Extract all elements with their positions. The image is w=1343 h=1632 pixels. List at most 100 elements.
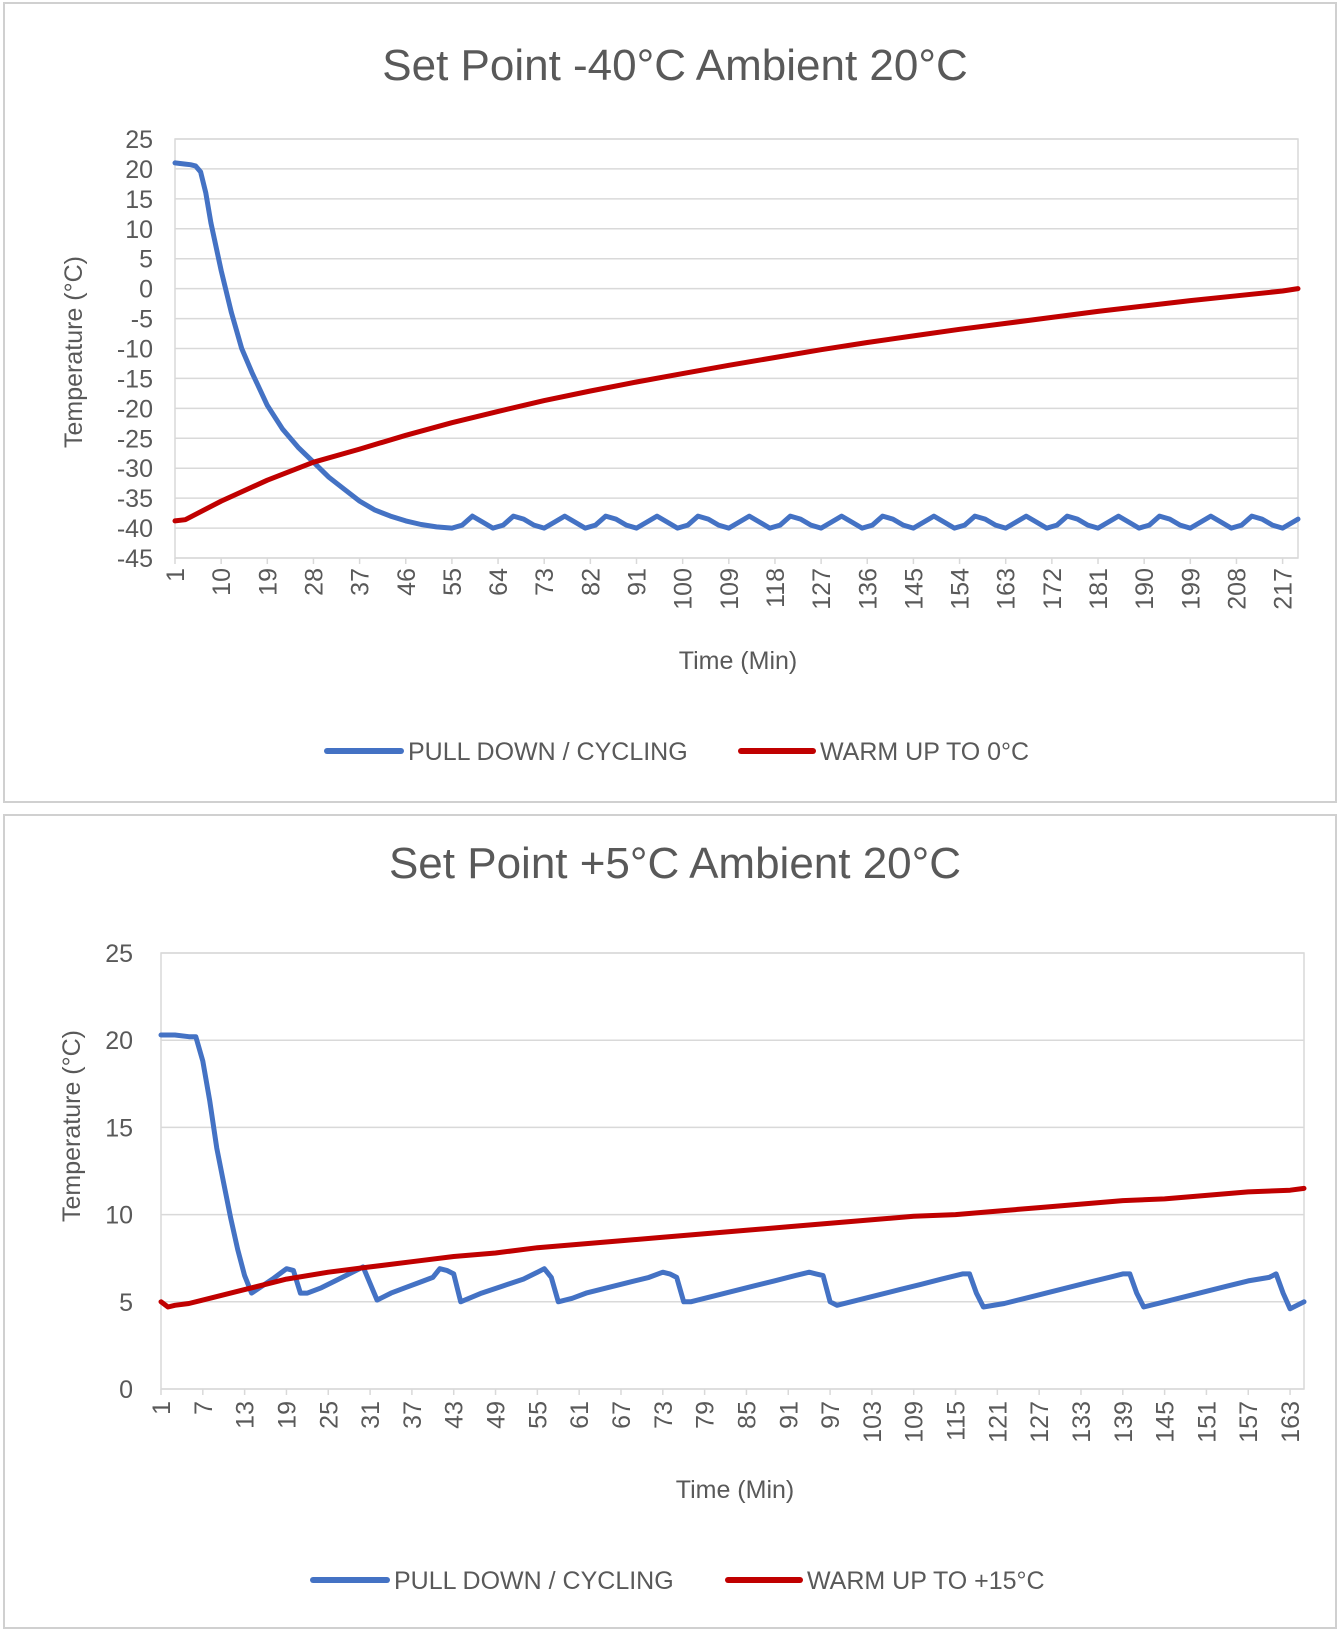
- x-tick-label: 46: [393, 568, 421, 596]
- x-tick-label: 49: [483, 1401, 511, 1429]
- legend-label-warm-up: WARM UP TO 0°C: [820, 738, 1029, 766]
- y-tick-label: -15: [117, 365, 153, 393]
- gridlines: [174, 138, 1299, 564]
- chart-panel-setpoint-minus40: Set Point -40°C Ambient 20°C 25 20 15 10 5 0-…: [3, 2, 1337, 803]
- x-tick-label: 97: [817, 1401, 845, 1429]
- x-tick-label: 109: [716, 568, 744, 610]
- x-tick-label: 19: [273, 1401, 301, 1429]
- x-tick-label: 163: [1277, 1401, 1305, 1443]
- x-tick-label: 136: [854, 568, 882, 610]
- legend: PULL DOWN / CYCLING WARM UP TO +15°C: [310, 1567, 1045, 1595]
- x-tick-label: 208: [1223, 568, 1251, 610]
- y-tick-label: 10: [125, 216, 153, 244]
- x-tick-label: 31: [357, 1401, 385, 1429]
- chart-title: Set Point -40°C Ambient 20°C: [382, 41, 968, 90]
- x-tick-label: 10: [208, 568, 236, 596]
- x-tick-label: 73: [531, 568, 559, 596]
- y-tick-labels: 25 20 15 10 5 0: [105, 940, 133, 1404]
- y-tick-label: -10: [117, 336, 153, 364]
- x-tick-label: 25: [315, 1401, 343, 1429]
- x-tick-label: 37: [399, 1401, 427, 1429]
- x-tick-label: 199: [1177, 568, 1205, 610]
- y-tick-label: 5: [119, 1289, 133, 1317]
- y-axis-title: Temperature (°C): [58, 1030, 86, 1222]
- y-tick-label: 25: [105, 940, 133, 968]
- x-tick-labels: 1 7 13 19 25 31 37 43 49 55 61 67 73 79 85 91 97 103 109 11…: [148, 1401, 1305, 1443]
- x-tick-label: 127: [1026, 1401, 1054, 1443]
- y-tick-label: -5: [131, 306, 153, 334]
- x-tick-label: 151: [1193, 1401, 1221, 1443]
- x-tick-label: 163: [993, 568, 1021, 610]
- x-tick-label: 145: [1152, 1401, 1180, 1443]
- series-lines: [172, 160, 1301, 531]
- series-lines: [158, 1032, 1307, 1312]
- y-tick-label: -45: [117, 545, 153, 573]
- x-tick-label: 154: [947, 568, 975, 610]
- y-axis-title: Temperature (°C): [60, 256, 88, 448]
- x-tick-label: 19: [254, 568, 282, 596]
- y-tick-label: -35: [117, 485, 153, 513]
- y-tick-label: 25: [125, 126, 153, 154]
- x-tick-label: 115: [943, 1401, 971, 1441]
- x-tick-label: 127: [808, 568, 836, 610]
- x-tick-label: 85: [733, 1401, 761, 1429]
- series-line-warm-up: [158, 1185, 1307, 1310]
- x-tick-label: 217: [1270, 568, 1298, 610]
- x-tick-label: 103: [859, 1401, 887, 1443]
- series-line-pull-down-cycling: [172, 160, 1301, 531]
- legend: PULL DOWN / CYCLING WARM UP TO 0°C: [324, 738, 1029, 766]
- legend-label-warm-up: WARM UP TO +15°C: [807, 1567, 1045, 1595]
- x-tick-label: 7: [190, 1401, 218, 1415]
- y-tick-label: -25: [117, 425, 153, 453]
- x-tick-label: 121: [984, 1401, 1012, 1443]
- x-axis-title: Time (Min): [676, 1476, 795, 1504]
- x-tick-labels: 1 10 19 28 37 46 55 64 73 82 91 100 109 118 127 136 145 1…: [162, 568, 1298, 610]
- y-tick-label: 20: [125, 156, 153, 184]
- x-tick-label: 172: [1039, 568, 1067, 610]
- x-tick-label: 109: [901, 1401, 929, 1443]
- x-tick-label: 1: [148, 1401, 176, 1415]
- y-tick-label: 15: [105, 1114, 133, 1142]
- x-tick-label: 82: [577, 568, 605, 596]
- x-tick-label: 55: [524, 1401, 552, 1429]
- x-tick-label: 13: [232, 1401, 260, 1429]
- x-tick-label: 73: [650, 1401, 678, 1429]
- y-tick-label: -20: [117, 395, 153, 423]
- x-axis-title: Time (Min): [679, 647, 798, 675]
- series-line-pull-down-cycling: [158, 1032, 1307, 1312]
- x-tick-label: 91: [624, 568, 652, 596]
- x-tick-label: 28: [300, 568, 328, 596]
- gridlines: [160, 952, 1305, 1395]
- y-tick-label: 5: [139, 246, 153, 274]
- x-tick-label: 55: [439, 568, 467, 596]
- x-tick-label: 157: [1235, 1401, 1263, 1443]
- y-tick-label: -40: [117, 515, 153, 543]
- y-tick-label: 0: [119, 1376, 133, 1404]
- plot-area-border: [160, 952, 1305, 1390]
- x-tick-label: 145: [900, 568, 928, 610]
- x-tick-label: 133: [1068, 1401, 1096, 1443]
- y-tick-label: 15: [125, 186, 153, 214]
- y-tick-label: 0: [139, 276, 153, 304]
- chart-svg: Set Point -40°C Ambient 20°C 2520151050-…: [60, 41, 1301, 766]
- y-tick-label: -30: [117, 455, 153, 483]
- x-tick-label: 91: [775, 1401, 803, 1429]
- x-tick-label: 67: [608, 1401, 636, 1429]
- legend-label-pull-down: PULL DOWN / CYCLING: [394, 1567, 674, 1595]
- x-tick-label: 118: [762, 568, 790, 608]
- x-tick-label: 79: [692, 1401, 720, 1429]
- x-tick-label: 139: [1110, 1401, 1138, 1443]
- chart-svg: Set Point +5°C Ambient 20°C 25 20 15 10 5 0 1…: [58, 839, 1307, 1595]
- x-tick-label: 190: [1131, 568, 1159, 610]
- chart-title: Set Point +5°C Ambient 20°C: [389, 839, 961, 888]
- x-tick-label: 64: [485, 568, 513, 596]
- y-tick-label: 20: [105, 1027, 133, 1055]
- x-tick-label: 61: [566, 1401, 594, 1429]
- x-tick-label: 1: [162, 568, 190, 582]
- x-tick-label: 43: [441, 1401, 469, 1429]
- legend-label-pull-down: PULL DOWN / CYCLING: [408, 738, 688, 766]
- y-tick-label: 10: [105, 1202, 133, 1230]
- x-tick-label: 37: [347, 568, 375, 596]
- x-tick-label: 181: [1085, 568, 1113, 610]
